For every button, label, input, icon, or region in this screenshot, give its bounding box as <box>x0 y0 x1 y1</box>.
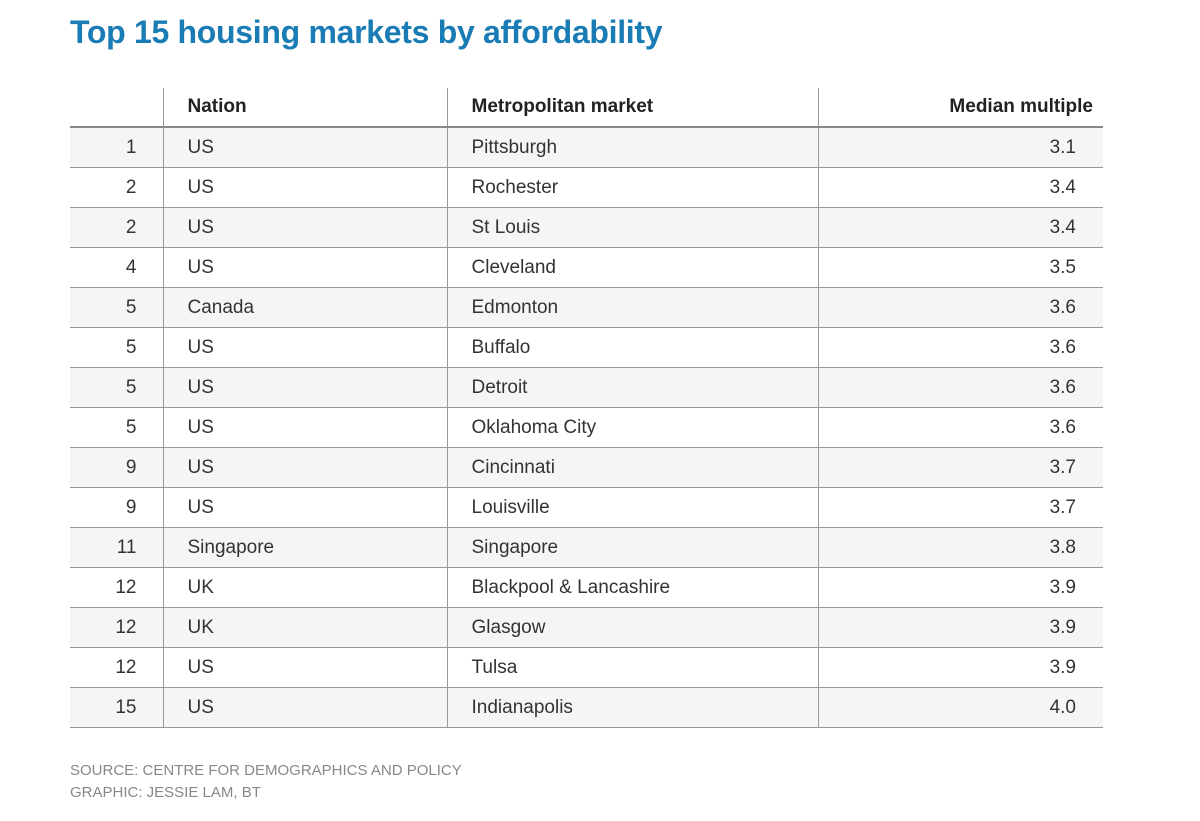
median-multiple-cell: 3.6 <box>817 367 1103 408</box>
median-multiple-cell: 3.9 <box>817 607 1103 648</box>
market-cell: Blackpool & Lancashire <box>446 567 818 608</box>
median-multiple-cell: 3.8 <box>817 527 1103 568</box>
market-cell: Oklahoma City <box>446 407 818 448</box>
rank-cell: 12 <box>70 607 163 648</box>
nation-cell: US <box>162 127 447 168</box>
table-row: 5 US Oklahoma City 3.6 <box>70 407 1103 448</box>
median-multiple-cell: 3.5 <box>817 247 1103 288</box>
market-cell: Louisville <box>446 487 818 528</box>
chart-title: Top 15 housing markets by affordability <box>70 14 663 50</box>
header-row: Nation Metropolitan market Median multip… <box>70 88 1103 128</box>
nation-cell: US <box>162 407 447 448</box>
rank-cell: 2 <box>70 207 163 248</box>
rank-cell: 5 <box>70 367 163 408</box>
nation-cell: US <box>162 647 447 688</box>
header-rank <box>70 88 163 128</box>
market-cell: Pittsburgh <box>446 127 818 168</box>
rank-cell: 4 <box>70 247 163 288</box>
median-multiple-cell: 3.6 <box>817 287 1103 328</box>
table-row: 5 Canada Edmonton 3.6 <box>70 287 1103 328</box>
nation-cell: US <box>162 327 447 368</box>
market-cell: Cleveland <box>446 247 818 288</box>
rank-cell: 5 <box>70 287 163 328</box>
rank-cell: 15 <box>70 687 163 728</box>
median-multiple-cell: 3.4 <box>817 207 1103 248</box>
table-row: 9 US Cincinnati 3.7 <box>70 447 1103 488</box>
header-nation: Nation <box>162 88 447 128</box>
table-row: 2 US Rochester 3.4 <box>70 167 1103 208</box>
market-cell: St Louis <box>446 207 818 248</box>
market-cell: Rochester <box>446 167 818 208</box>
table-row: 11 Singapore Singapore 3.8 <box>70 527 1103 568</box>
median-multiple-cell: 3.6 <box>817 407 1103 448</box>
nation-cell: US <box>162 687 447 728</box>
nation-cell: US <box>162 207 447 248</box>
table-row: 15 US Indianapolis 4.0 <box>70 687 1103 728</box>
affordability-table-container: Nation Metropolitan market Median multip… <box>70 88 1103 728</box>
affordability-table: Nation Metropolitan market Median multip… <box>70 88 1103 728</box>
market-cell: Buffalo <box>446 327 818 368</box>
rank-cell: 9 <box>70 447 163 488</box>
nation-cell: US <box>162 447 447 488</box>
nation-cell: Singapore <box>162 527 447 568</box>
nation-cell: US <box>162 367 447 408</box>
table-row: 2 US St Louis 3.4 <box>70 207 1103 248</box>
median-multiple-cell: 3.9 <box>817 647 1103 688</box>
nation-cell: UK <box>162 567 447 608</box>
footer: SOURCE: CENTRE FOR DEMOGRAPHICS AND POLI… <box>70 760 462 804</box>
market-cell: Cincinnati <box>446 447 818 488</box>
rank-cell: 5 <box>70 407 163 448</box>
market-cell: Tulsa <box>446 647 818 688</box>
table-row: 4 US Cleveland 3.5 <box>70 247 1103 288</box>
rank-cell: 5 <box>70 327 163 368</box>
nation-cell: US <box>162 487 447 528</box>
header-median-multiple: Median multiple <box>817 88 1103 128</box>
source-note: SOURCE: CENTRE FOR DEMOGRAPHICS AND POLI… <box>70 762 462 779</box>
table-row: 1 US Pittsburgh 3.1 <box>70 127 1103 168</box>
market-cell: Edmonton <box>446 287 818 328</box>
header-market: Metropolitan market <box>446 88 818 128</box>
market-cell: Indianapolis <box>446 687 818 728</box>
table-row: 5 US Buffalo 3.6 <box>70 327 1103 368</box>
table-body: 1 US Pittsburgh 3.1 2 US Rochester 3.4 2 US St Lou… <box>70 127 1103 728</box>
table-row: 5 US Detroit 3.6 <box>70 367 1103 408</box>
median-multiple-cell: 3.7 <box>817 447 1103 488</box>
rank-cell: 12 <box>70 647 163 688</box>
rank-cell: 11 <box>70 527 163 568</box>
nation-cell: Canada <box>162 287 447 328</box>
graphic-credit: GRAPHIC: JESSIE LAM, BT <box>70 784 261 801</box>
table-row: 12 UK Blackpool & Lancashire 3.9 <box>70 567 1103 608</box>
rank-cell: 9 <box>70 487 163 528</box>
table-row: 9 US Louisville 3.7 <box>70 487 1103 528</box>
table-row: 12 UK Glasgow 3.9 <box>70 607 1103 648</box>
median-multiple-cell: 3.1 <box>817 127 1103 168</box>
market-cell: Detroit <box>446 367 818 408</box>
rank-cell: 12 <box>70 567 163 608</box>
rank-cell: 2 <box>70 167 163 208</box>
median-multiple-cell: 3.4 <box>817 167 1103 208</box>
median-multiple-cell: 3.7 <box>817 487 1103 528</box>
market-cell: Glasgow <box>446 607 818 648</box>
median-multiple-cell: 3.9 <box>817 567 1103 608</box>
nation-cell: US <box>162 167 447 208</box>
nation-cell: UK <box>162 607 447 648</box>
market-cell: Singapore <box>446 527 818 568</box>
nation-cell: US <box>162 247 447 288</box>
median-multiple-cell: 4.0 <box>817 687 1103 728</box>
rank-cell: 1 <box>70 127 163 168</box>
table-row: 12 US Tulsa 3.9 <box>70 647 1103 688</box>
median-multiple-cell: 3.6 <box>817 327 1103 368</box>
